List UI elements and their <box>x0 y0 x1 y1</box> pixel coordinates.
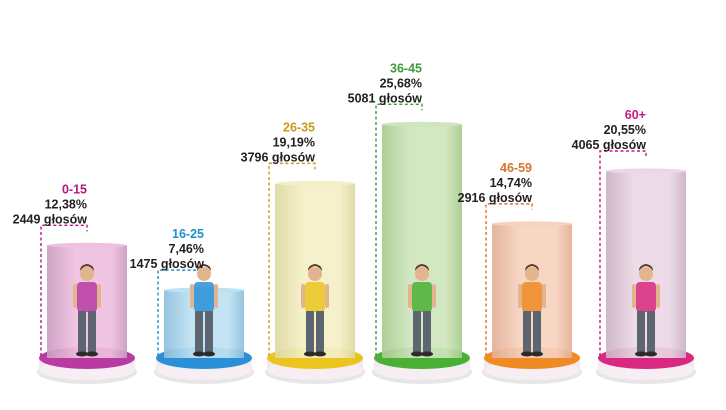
person-hair-46-59 <box>525 264 539 271</box>
person-60+ <box>632 264 660 357</box>
person-torso-0-15 <box>77 282 97 312</box>
person-leg-left-36-45 <box>413 311 421 353</box>
age-label-16-25: 16-25 <box>172 227 204 241</box>
person-shoe-left-36-45 <box>411 351 423 357</box>
person-arm-left-60+ <box>632 284 636 308</box>
person-torso-16-25 <box>194 282 214 312</box>
person-head-60+ <box>639 267 653 281</box>
person-arm-right-46-59 <box>542 284 546 308</box>
bar-top-60+ <box>606 168 686 174</box>
person-torso-26-35 <box>305 282 325 312</box>
votes-label-36-45: 5081 głosów <box>348 91 423 105</box>
bar-26-35 <box>265 162 365 384</box>
bracket-26-35 <box>268 162 316 356</box>
person-shoe-left-16-25 <box>193 351 205 357</box>
person-arm-left-16-25 <box>190 284 194 308</box>
person-leg-right-46-59 <box>533 311 541 353</box>
person-arm-right-0-15 <box>97 284 101 308</box>
person-leg-left-46-59 <box>523 311 531 353</box>
person-torso-36-45 <box>412 282 432 312</box>
person-torso-60+ <box>636 282 656 312</box>
person-arm-right-60+ <box>656 284 660 308</box>
person-0-15 <box>73 264 101 357</box>
person-arm-left-0-15 <box>73 284 77 308</box>
person-shoe-right-26-35 <box>314 351 326 357</box>
percent-label-0-15: 12,38% <box>45 197 87 211</box>
person-leg-left-60+ <box>637 311 645 353</box>
age-label-26-35: 26-35 <box>283 120 315 134</box>
votes-label-60+: 4065 głosów <box>572 138 647 152</box>
votes-label-16-25: 1475 głosów <box>130 257 205 271</box>
percent-label-60+: 20,55% <box>604 123 646 137</box>
percent-label-46-59: 14,74% <box>490 176 532 190</box>
person-arm-left-26-35 <box>301 284 305 308</box>
person-hair-16-25 <box>197 264 211 271</box>
bracket-60+ <box>599 150 647 356</box>
person-leg-left-26-35 <box>306 311 314 353</box>
person-head-0-15 <box>80 267 94 281</box>
person-arm-right-26-35 <box>325 284 329 308</box>
person-leg-right-60+ <box>647 311 655 353</box>
person-hair-26-35 <box>308 264 322 271</box>
person-torso-46-59 <box>522 282 542 312</box>
person-leg-right-16-25 <box>205 311 213 353</box>
person-hair-36-45 <box>415 264 429 271</box>
person-leg-right-0-15 <box>88 311 96 353</box>
person-46-59 <box>518 264 546 357</box>
person-16-25 <box>190 264 218 357</box>
bar-column-36-45 <box>382 124 462 358</box>
person-26-35 <box>301 264 329 357</box>
person-leg-left-16-25 <box>195 311 203 353</box>
age-label-36-45: 36-45 <box>390 61 422 75</box>
person-leg-right-36-45 <box>423 311 431 353</box>
votes-label-0-15: 2449 głosów <box>13 212 88 226</box>
person-shoe-left-60+ <box>635 351 647 357</box>
percent-label-36-45: 25,68% <box>380 76 422 90</box>
figures-layer <box>73 264 660 357</box>
age-label-60+: 60+ <box>625 108 646 122</box>
bar-0-15 <box>37 224 137 384</box>
person-36-45 <box>408 264 436 357</box>
age-label-0-15: 0-15 <box>62 182 87 196</box>
person-head-46-59 <box>525 267 539 281</box>
person-leg-right-26-35 <box>316 311 324 353</box>
votes-label-46-59: 2916 głosów <box>458 191 533 205</box>
bar-top-26-35 <box>275 180 355 186</box>
person-shoe-left-26-35 <box>304 351 316 357</box>
person-shoe-left-46-59 <box>521 351 533 357</box>
votes-label-26-35: 3796 głosów <box>241 150 316 164</box>
person-head-36-45 <box>415 267 429 281</box>
person-head-26-35 <box>308 267 322 281</box>
person-hair-0-15 <box>80 264 94 271</box>
bar-top-0-15 <box>47 242 127 248</box>
person-shoe-right-46-59 <box>531 351 543 357</box>
bar-60+ <box>596 150 696 384</box>
person-arm-left-46-59 <box>518 284 522 308</box>
age-label-46-59: 46-59 <box>500 161 532 175</box>
bar-36-45 <box>372 103 472 384</box>
bar-top-46-59 <box>492 221 572 227</box>
person-shoe-right-0-15 <box>86 351 98 357</box>
person-shoe-right-16-25 <box>203 351 215 357</box>
person-shoe-right-36-45 <box>421 351 433 357</box>
person-shoe-left-0-15 <box>76 351 88 357</box>
person-leg-left-0-15 <box>78 311 86 353</box>
person-arm-left-36-45 <box>408 284 412 308</box>
person-arm-right-36-45 <box>432 284 436 308</box>
percent-label-26-35: 19,19% <box>273 135 315 149</box>
person-head-16-25 <box>197 267 211 281</box>
person-hair-60+ <box>639 264 653 271</box>
bar-top-36-45 <box>382 121 462 127</box>
person-arm-right-16-25 <box>214 284 218 308</box>
person-shoe-right-60+ <box>645 351 657 357</box>
percent-label-16-25: 7,46% <box>169 242 204 256</box>
